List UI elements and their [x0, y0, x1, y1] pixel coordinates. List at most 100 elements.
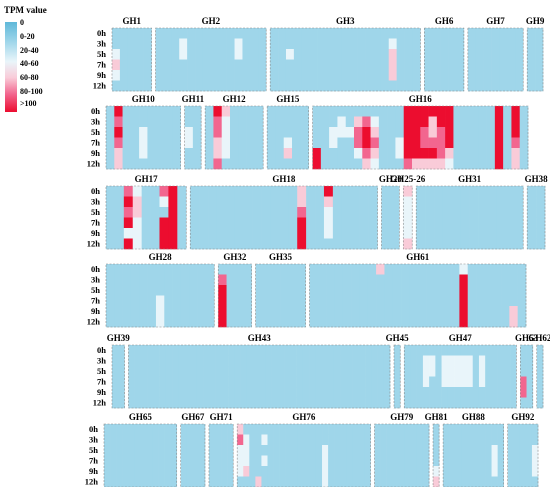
heatmap-cell — [326, 316, 335, 328]
heatmap-cell — [119, 80, 129, 92]
heatmap-cell — [238, 137, 247, 149]
heatmap-cell — [470, 137, 479, 149]
heatmap-cell — [340, 355, 347, 367]
heatmap-cell — [184, 137, 194, 149]
heatmap-cell — [106, 148, 115, 159]
heatmap-cell — [209, 355, 216, 367]
heatmap-cell — [116, 476, 123, 487]
heatmap-cell — [246, 137, 256, 149]
heatmap-cell — [332, 228, 343, 239]
heatmap-cell — [180, 274, 190, 286]
heatmap-cell — [424, 80, 433, 92]
heatmap-cell — [147, 274, 157, 286]
heatmap-cell — [429, 376, 436, 388]
heatmap-cell — [453, 116, 463, 128]
heatmap-cell — [140, 476, 147, 487]
heatmap-cell — [390, 217, 400, 229]
heatmap-cell — [128, 476, 135, 487]
heatmap-cell — [455, 455, 462, 467]
heatmap-cell — [112, 80, 121, 92]
heatmap-cell — [104, 445, 111, 456]
heatmap-cell — [180, 424, 188, 435]
heatmap-cell — [315, 466, 323, 477]
heatmap-cell — [322, 455, 329, 467]
heatmap-cell — [179, 80, 188, 92]
heatmap-cell — [300, 148, 309, 159]
heatmap-cell — [478, 106, 487, 117]
heatmap-cell — [263, 264, 273, 275]
heatmap-cell — [270, 49, 279, 60]
heatmap-cell — [122, 434, 129, 446]
heatmap-cell — [380, 80, 390, 92]
heatmap-cell — [106, 158, 115, 170]
heatmap-cell — [475, 80, 484, 92]
heatmap-cell — [517, 264, 527, 275]
heatmap-cell — [291, 476, 299, 487]
heatmap-cell — [215, 387, 223, 398]
heatmap-cell — [416, 434, 424, 446]
heatmap-cell — [527, 186, 537, 197]
heatmap-cell — [234, 366, 241, 377]
heatmap-cell — [443, 476, 450, 487]
heatmap-cell — [270, 196, 280, 208]
heatmap-cell — [455, 466, 462, 477]
heatmap-cell — [390, 228, 400, 239]
heatmap-cell — [195, 38, 204, 50]
heatmap-cell — [246, 387, 254, 398]
heatmap-cell — [215, 455, 222, 467]
heatmap-cell — [141, 196, 151, 208]
heatmap-cell — [243, 217, 253, 229]
heatmap-cell — [478, 355, 486, 367]
heatmap-cell — [159, 207, 169, 218]
family-label: GH32 — [223, 252, 247, 262]
family-panel-border — [155, 27, 267, 92]
heatmap-cell — [328, 434, 335, 446]
heatmap-cell — [352, 434, 359, 446]
heatmap-cell — [172, 264, 182, 275]
heatmap-cell — [317, 59, 326, 71]
heatmap-cell — [436, 148, 446, 159]
heatmap-cell — [364, 445, 371, 456]
heatmap-cell — [196, 345, 204, 356]
heatmap-cell — [467, 285, 477, 296]
heatmap-cell — [226, 38, 235, 50]
heatmap-cell — [140, 387, 148, 398]
heatmap-cell — [478, 186, 488, 197]
heatmap-cell — [422, 455, 430, 467]
heatmap-cell — [398, 434, 406, 446]
heatmap-cell — [306, 217, 316, 229]
family-panel-border — [111, 27, 152, 92]
heatmap-cell — [159, 366, 167, 377]
heatmap-cell — [372, 49, 382, 60]
heatmap-cell — [485, 424, 492, 435]
heatmap-cell — [163, 28, 172, 39]
heatmap-cell — [536, 228, 546, 239]
time-label: 7h — [89, 456, 98, 466]
heatmap-cell — [470, 106, 479, 117]
heatmap-cell — [135, 28, 144, 39]
heatmap-cell — [172, 376, 179, 388]
heatmap-cell — [118, 397, 125, 409]
heatmap-cell — [187, 49, 196, 60]
heatmap-cell — [527, 38, 536, 50]
heatmap-cell — [497, 355, 505, 367]
heatmap-cell — [152, 455, 159, 467]
time-label: 7h — [97, 60, 106, 70]
heatmap-cell — [420, 137, 429, 149]
heatmap-cell — [134, 376, 142, 388]
family-label: GH2 — [202, 16, 221, 26]
heatmap-cell — [278, 38, 287, 50]
heatmap-cell — [485, 455, 492, 467]
heatmap-cell — [445, 148, 454, 159]
heatmap-cell — [147, 148, 157, 159]
heatmap-cell — [416, 238, 426, 250]
heatmap-cell — [435, 387, 442, 398]
heatmap-cell — [279, 455, 286, 467]
heatmap-cell — [536, 345, 544, 356]
heatmap-cell — [143, 59, 152, 71]
heatmap-cell — [390, 238, 400, 250]
heatmap-cell — [520, 397, 527, 409]
heatmap-cell — [475, 28, 484, 39]
heatmap-cell — [451, 217, 462, 229]
heatmap-cell — [459, 295, 469, 307]
